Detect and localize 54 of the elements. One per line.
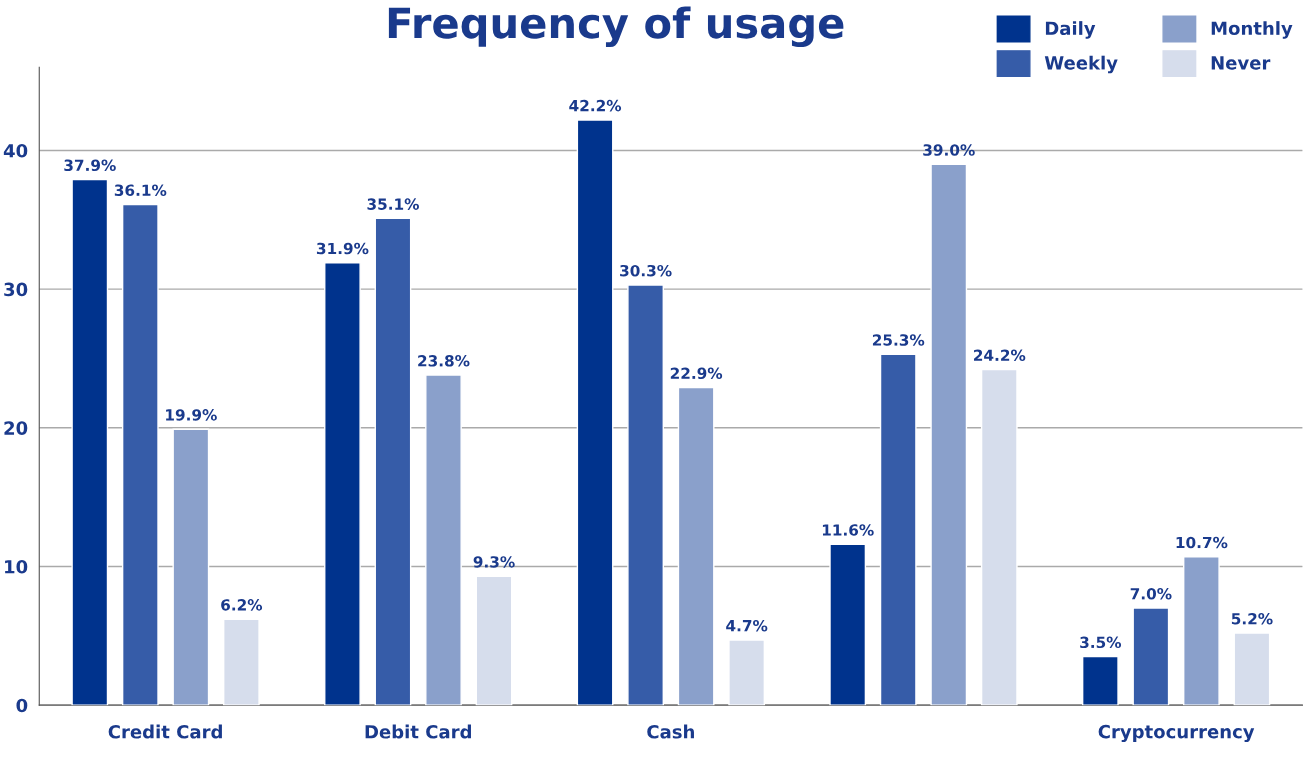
data-label: 10.7% (1176, 536, 1228, 549)
bar (728, 639, 766, 706)
data-label: 37.9% (64, 159, 116, 172)
bar (121, 203, 159, 706)
bar (324, 262, 361, 706)
bar (223, 618, 260, 706)
data-label: 35.1% (367, 198, 419, 210)
bar (677, 386, 715, 706)
bar (829, 543, 867, 706)
data-label: 19.9% (166, 409, 217, 421)
y-tick-label: 30 (4, 282, 28, 297)
data-label: 39.0% (923, 144, 975, 156)
bar (576, 119, 614, 706)
y-tick-label: 20 (4, 421, 28, 435)
bar (1233, 632, 1271, 706)
bar (71, 178, 109, 706)
bar (172, 428, 210, 706)
x-tick-label: Cryptocurrency (1098, 724, 1255, 743)
data-label: 4.7% (726, 619, 768, 632)
data-label: 25.3% (872, 334, 925, 346)
legend-label: Weekly (1044, 55, 1118, 74)
x-tick-label: Credit Card (108, 724, 222, 739)
data-label: 23.8% (418, 355, 470, 367)
x-tick-label: Debit Card (365, 724, 471, 739)
bar (1132, 607, 1170, 706)
bar (1081, 655, 1119, 706)
data-label: 7.0% (1130, 588, 1172, 600)
y-tick-label: 40 (3, 143, 28, 158)
data-label: 6.2% (221, 599, 263, 611)
y-tick-label: 0 (16, 698, 28, 713)
bar (1183, 556, 1220, 706)
data-label: 30.3% (620, 264, 672, 277)
legend-label: Monthly (1211, 21, 1293, 39)
bar (627, 284, 664, 706)
x-tick-label: Cash (647, 724, 694, 739)
data-label: 22.9% (670, 367, 723, 380)
data-label: 5.2% (1231, 612, 1273, 625)
chart-title: Frequency of usage (388, 6, 844, 48)
data-label: 11.6% (822, 524, 874, 536)
data-label: 9.3% (473, 556, 515, 568)
bar (475, 575, 513, 706)
legend-label: Never (1211, 56, 1271, 70)
bar (374, 217, 412, 706)
data-label: 24.2% (974, 349, 1026, 362)
bar (980, 368, 1018, 706)
legend-label: Daily (1045, 21, 1096, 39)
bar (425, 374, 462, 706)
bar (879, 353, 917, 706)
data-label: 3.5% (1080, 636, 1122, 649)
data-label: 31.9% (316, 242, 369, 255)
data-label: 42.2% (569, 99, 622, 112)
bar (930, 163, 968, 706)
y-tick-label: 10 (5, 559, 28, 574)
data-label: 36.1% (114, 184, 167, 197)
